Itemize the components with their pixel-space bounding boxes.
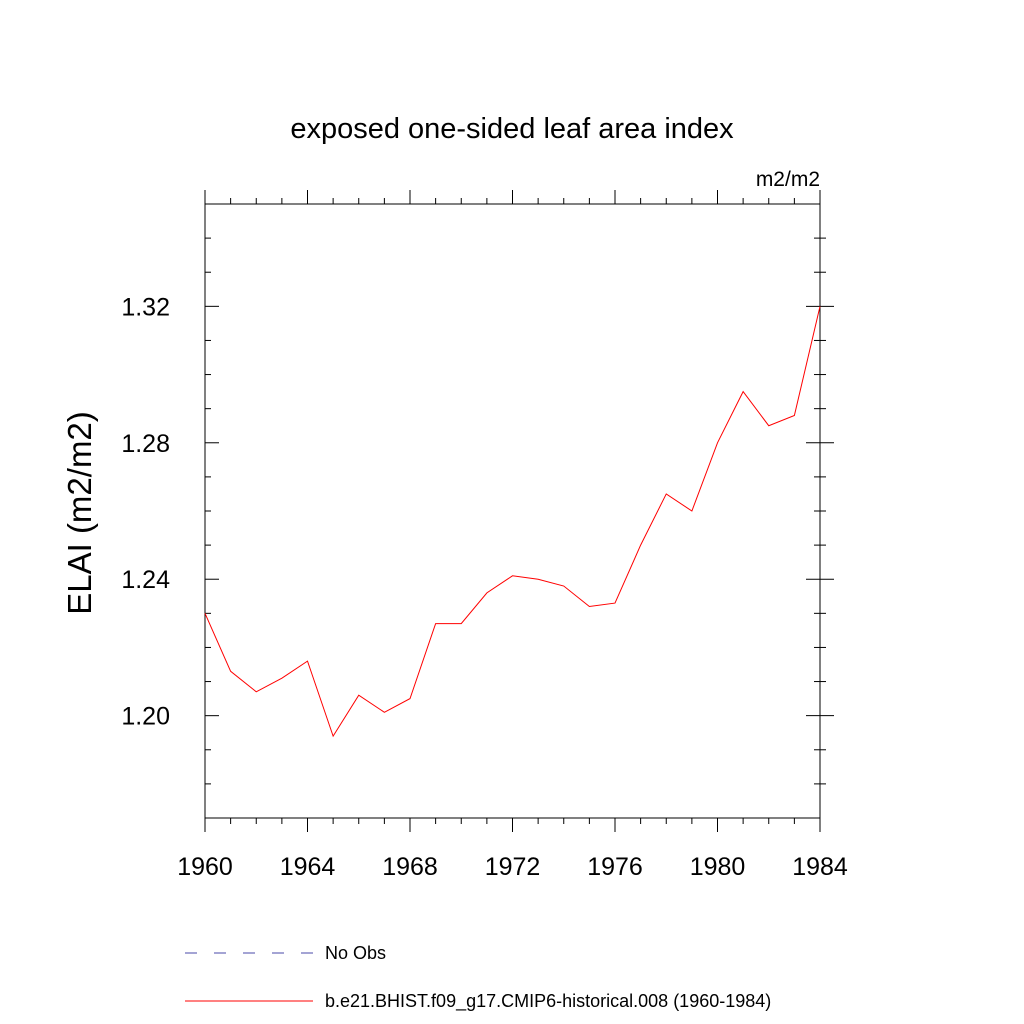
series-line-0 xyxy=(204,306,821,738)
y-tick-label: 1.20 xyxy=(121,703,170,731)
x-tick-label: 1964 xyxy=(280,853,336,881)
axis-ticks xyxy=(204,190,834,832)
x-tick-label: 1968 xyxy=(382,853,438,881)
x-tick-label: 1984 xyxy=(792,853,848,881)
x-tick-label: 1980 xyxy=(690,853,746,881)
tick-labels: 1960 1964 1968 1972 1976 1980 1984 1.20 1.24 1.28… xyxy=(121,293,848,881)
y-tick-label: 1.32 xyxy=(121,293,170,321)
legend-label-model: b.e21.BHIST.f09_g17.CMIP6-historical.008… xyxy=(325,991,771,1012)
y-axis-label: ELAI (m2/m2) xyxy=(61,411,98,615)
chart-title: exposed one-sided leaf area index xyxy=(290,113,734,145)
legend-label-no-obs: No Obs xyxy=(325,943,386,963)
units-label: m2/m2 xyxy=(756,168,820,191)
x-tick-label: 1976 xyxy=(587,853,643,881)
legend: No Obs b.e21.BHIST.f09_g17.CMIP6-histori… xyxy=(185,943,771,1012)
plot-frame xyxy=(204,203,821,819)
x-tick-label: 1960 xyxy=(177,853,233,881)
y-tick-label: 1.28 xyxy=(121,430,170,458)
x-tick-label: 1972 xyxy=(485,853,541,881)
y-tick-label: 1.24 xyxy=(121,566,170,594)
series-lines xyxy=(204,306,821,738)
